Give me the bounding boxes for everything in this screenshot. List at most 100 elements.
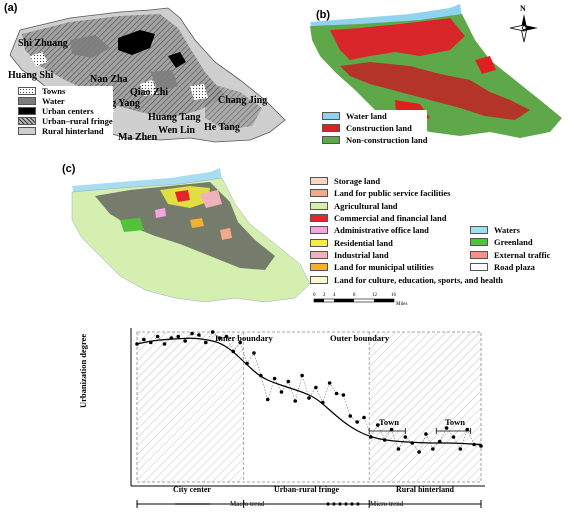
panel-a-urban-center-2 bbox=[168, 52, 186, 68]
micro-trend-point bbox=[417, 450, 421, 454]
water-land-swatch bbox=[322, 112, 340, 120]
scale-bar bbox=[313, 298, 395, 303]
panel-b-label: (b) bbox=[316, 9, 331, 21]
commercial-swatch bbox=[310, 214, 328, 223]
legend-non-construction-land: Non-construction land bbox=[322, 134, 427, 146]
greenland-swatch bbox=[470, 238, 488, 247]
legend-road-plaza: Road plaza bbox=[470, 261, 550, 273]
water-swatch bbox=[18, 97, 36, 105]
micro-trend-point bbox=[142, 337, 146, 342]
micro-trend-point bbox=[300, 373, 304, 378]
legend-greenland: Greenland bbox=[470, 236, 550, 248]
legend-urban-centers: Urban centers bbox=[18, 106, 113, 116]
legend-towns: Towns bbox=[18, 86, 113, 96]
panel-c-admin bbox=[155, 208, 166, 218]
legend-agricultural: Agricultural land bbox=[310, 200, 503, 212]
rural-swatch bbox=[18, 127, 36, 135]
region-city-center: City center bbox=[173, 485, 211, 494]
waters-swatch bbox=[470, 226, 488, 235]
plot-frame bbox=[136, 331, 482, 483]
panel-a-fringe-east bbox=[205, 82, 262, 130]
micro-trend-point bbox=[190, 331, 194, 336]
public-service-swatch bbox=[310, 189, 328, 198]
panel-c-water bbox=[72, 168, 222, 194]
micro-trend-point bbox=[204, 340, 208, 345]
micro-trend-point bbox=[252, 351, 256, 355]
panel-c-legend-right: Waters Greenland External traffic Road p… bbox=[470, 224, 551, 274]
legend-water-land: Water land bbox=[322, 110, 427, 122]
micro-trend-point bbox=[444, 426, 449, 430]
panel-c-label: (c) bbox=[62, 163, 76, 175]
place-huang-shi: Huang Shi bbox=[8, 70, 54, 81]
legend-storage-land: Storage land bbox=[310, 175, 503, 187]
panel-b-water bbox=[310, 4, 462, 28]
micro-trend-point bbox=[355, 420, 359, 424]
micro-trend-point bbox=[451, 435, 456, 439]
micro-trend-point bbox=[224, 334, 229, 339]
micro-trend-point bbox=[197, 333, 201, 337]
scale-tick-label: 4 bbox=[333, 293, 336, 298]
micro-trend-point bbox=[327, 381, 332, 385]
place-qing-yang: Qing Yang bbox=[95, 98, 140, 109]
legend-culture: Land for culture, education, sports, and… bbox=[310, 273, 503, 285]
micro-trend-point bbox=[424, 432, 428, 436]
place-qiao-zhi: Qiao Zhi bbox=[130, 87, 169, 98]
panel-a-town bbox=[140, 80, 158, 96]
legend-administrative: Administrative office land bbox=[310, 224, 503, 236]
panel-a-label: (a) bbox=[4, 2, 18, 14]
micro-trend-point bbox=[265, 397, 270, 402]
panel-c-map bbox=[71, 168, 310, 303]
legend-residential: Residential land bbox=[310, 236, 503, 248]
region-urban-rural-fringe: Urban-rural fringe bbox=[273, 485, 340, 494]
administrative-swatch bbox=[310, 226, 328, 235]
place-chang-jing: Chang Jing bbox=[218, 95, 268, 106]
towns-swatch bbox=[18, 87, 36, 95]
legend-micro-sample-dot bbox=[332, 502, 336, 506]
micro-trend-point bbox=[376, 423, 380, 427]
legend-public-service: Land for public service facilities bbox=[310, 187, 503, 199]
micro-trend-point bbox=[479, 444, 483, 448]
micro-trend-point bbox=[155, 334, 160, 339]
scale-unit: Miles bbox=[396, 302, 408, 307]
panel-c-municipal bbox=[190, 218, 204, 228]
micro-trend-point bbox=[162, 342, 167, 346]
culture-swatch bbox=[310, 275, 328, 284]
non-construction-land-swatch bbox=[322, 136, 340, 144]
micro-trend-point bbox=[307, 396, 311, 400]
micro-trend-point bbox=[396, 447, 401, 451]
legend-municipal: Land for municipal utilities bbox=[310, 261, 503, 273]
legend-waters: Waters bbox=[470, 224, 550, 236]
region-rural-hinterland: Rural hinterland bbox=[395, 485, 454, 494]
rural-hinterland-area bbox=[369, 332, 481, 482]
panel-a-town bbox=[190, 84, 208, 100]
panel-a-legend: Towns Water Urban centers Urban–rural fr… bbox=[18, 86, 113, 136]
micro-trend-point bbox=[465, 427, 470, 432]
micro-trend-point bbox=[437, 439, 442, 444]
scale-tick-label: 2 bbox=[323, 293, 326, 298]
micro-trend-point bbox=[176, 334, 181, 339]
micro-trend-point bbox=[334, 391, 339, 396]
external-traffic-swatch bbox=[470, 250, 488, 259]
panel-a-town bbox=[30, 52, 48, 66]
micro-trend-point bbox=[403, 435, 408, 439]
panel-c-greenland bbox=[120, 218, 144, 232]
agricultural-swatch bbox=[310, 201, 328, 210]
legend-commercial: Commercial and financial land bbox=[310, 212, 503, 224]
inner-boundary-label: Inner boundary bbox=[215, 333, 273, 343]
micro-trend-point bbox=[431, 447, 435, 451]
north-label: N bbox=[520, 4, 526, 13]
micro-trend-point bbox=[348, 414, 353, 418]
legend-external-traffic: External traffic bbox=[470, 249, 550, 261]
legend-urban-rural-fringe: Urban–rural fringe bbox=[18, 116, 113, 126]
panel-a-water bbox=[70, 35, 110, 58]
panel-b-construction bbox=[475, 56, 496, 74]
scale-tick-label: 16 bbox=[391, 293, 396, 298]
north-arrow-icon bbox=[509, 14, 538, 43]
micro-trend-point bbox=[272, 376, 277, 381]
legend-micro-sample-dot bbox=[344, 502, 348, 506]
micro-trend-point bbox=[279, 390, 284, 394]
place-shi-zhuang: Shi Zhuang bbox=[18, 38, 68, 49]
panel-c-industrial bbox=[200, 190, 222, 208]
micro-trend-point bbox=[238, 340, 242, 345]
panel-b-legend: Water land Construction land Non-constru… bbox=[322, 110, 428, 146]
